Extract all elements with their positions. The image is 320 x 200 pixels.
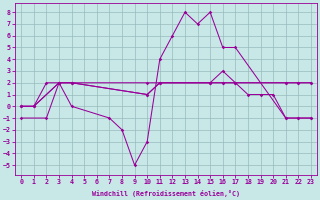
X-axis label: Windchill (Refroidissement éolien,°C): Windchill (Refroidissement éolien,°C) (92, 190, 240, 197)
